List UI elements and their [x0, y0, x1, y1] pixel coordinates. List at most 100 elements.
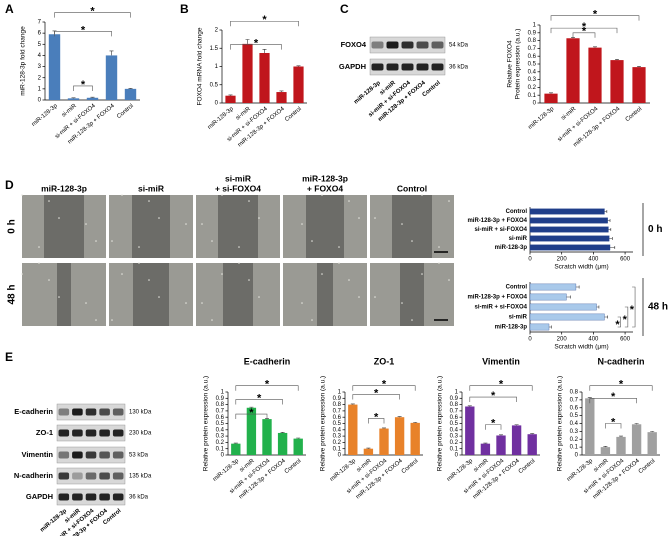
blot-label: N-cadherin [14, 471, 54, 480]
y-tick-label: 0.2 [333, 440, 342, 446]
lane-label: miR-128-3p [353, 80, 382, 106]
error-bar [610, 246, 616, 249]
significance-star: * [499, 379, 504, 391]
side-label: 0 h [648, 224, 662, 235]
significance-star: * [619, 379, 624, 391]
significance-star: * [254, 38, 259, 50]
error-bar [128, 88, 133, 89]
x-axis-label: Scratch width (μm) [554, 264, 608, 271]
blot-size: 36 kDa [449, 65, 469, 71]
cell-speck [448, 200, 450, 202]
cell-speck [311, 319, 313, 321]
column-header: miR-128-3p [41, 183, 87, 193]
blot-size: 54 kDa [449, 43, 469, 49]
y-tick-label: 0.5 [450, 421, 459, 427]
blot-band [99, 408, 110, 416]
bar [529, 293, 567, 301]
error-bar [566, 295, 571, 299]
significance-bracket [368, 418, 385, 424]
y-tick-label: 0.2 [570, 437, 579, 443]
x-tick-label: Control [638, 458, 657, 475]
chart-title: Vimentin [482, 356, 520, 366]
column-header: miR-128-3p [302, 173, 348, 183]
chart-title: N-cadherin [597, 356, 644, 366]
y-tick-label: Control [506, 209, 528, 215]
y-tick-label: 0.4 [450, 427, 459, 433]
scratch-gap [132, 195, 170, 258]
blot-band [431, 41, 444, 49]
x-tick-label: Control [401, 458, 420, 475]
blot-band [58, 451, 70, 459]
cell-speck [374, 296, 376, 298]
bar [363, 448, 374, 455]
x-axis-label: Scratch width (μm) [554, 344, 608, 351]
cell-speck [138, 246, 140, 248]
y-tick-label: 0.7 [528, 46, 537, 52]
error-bar [549, 92, 553, 94]
bar [277, 432, 288, 455]
significance-star: * [615, 319, 620, 331]
y-tick-label: 0.7 [216, 408, 225, 414]
blot-band [99, 429, 110, 437]
x-tick-label: Control [284, 458, 303, 475]
significance-bracket [352, 394, 400, 400]
y-axis-label: Relative protein expression (a.u.) [437, 376, 444, 471]
significance-bracket [589, 398, 637, 404]
cell-speck [148, 200, 150, 202]
cell-speck [111, 319, 113, 321]
error-bar [228, 94, 233, 96]
significance-star: * [374, 387, 379, 399]
x-tick-label: miR-128-3p [207, 106, 235, 131]
y-tick-label: 0.6 [333, 415, 342, 421]
cell-speck [201, 223, 203, 225]
cell-speck [311, 240, 313, 242]
bar [588, 47, 602, 103]
blot-band [72, 472, 83, 480]
bar [105, 55, 118, 100]
cell-speck [111, 240, 113, 242]
y-tick-label: 1 [533, 23, 537, 29]
bar [610, 60, 624, 103]
blot-band [99, 472, 110, 480]
y-tick-label: 0.9 [333, 396, 342, 402]
error-bar [382, 427, 386, 429]
significance-star: * [262, 14, 267, 26]
blot-band [72, 451, 83, 459]
blot-band [416, 41, 429, 49]
cell-speck [211, 240, 213, 242]
significance-bracket [235, 413, 268, 420]
bar [124, 88, 137, 100]
y-tick-label: 0.5 [528, 62, 537, 68]
significance-bracket [617, 316, 621, 328]
blot-band [112, 493, 124, 501]
cell-speck [148, 279, 150, 281]
bar [242, 43, 253, 103]
x-tick-label: 0 [528, 337, 532, 343]
y-tick-label: 0.4 [333, 427, 342, 433]
cell-speck [48, 200, 50, 202]
error-bar [650, 431, 655, 433]
cell-speck [301, 302, 303, 304]
bar [527, 434, 537, 455]
x-tick-label: 200 [557, 337, 568, 343]
error-bar [609, 237, 613, 240]
blot-band [371, 63, 384, 71]
y-tick-label: 0.7 [450, 408, 459, 414]
error-bar [634, 423, 639, 425]
y-tick-label: si-miR [509, 236, 528, 242]
y-tick-label: 0.8 [450, 402, 459, 408]
significance-bracket [54, 31, 112, 37]
error-bar [615, 59, 619, 61]
significance-bracket [550, 15, 640, 21]
cell-speck [58, 296, 60, 298]
error-bar [350, 403, 355, 405]
blot-band [85, 408, 97, 416]
panel-label: A [5, 2, 14, 16]
significance-bracket [605, 423, 622, 429]
error-bar [245, 39, 250, 44]
y-tick-label: 0.5 [216, 421, 225, 427]
cell-speck [58, 217, 60, 219]
y-tick-label: 0.1 [450, 446, 459, 452]
cell-speck [348, 279, 350, 281]
bar [529, 235, 610, 242]
